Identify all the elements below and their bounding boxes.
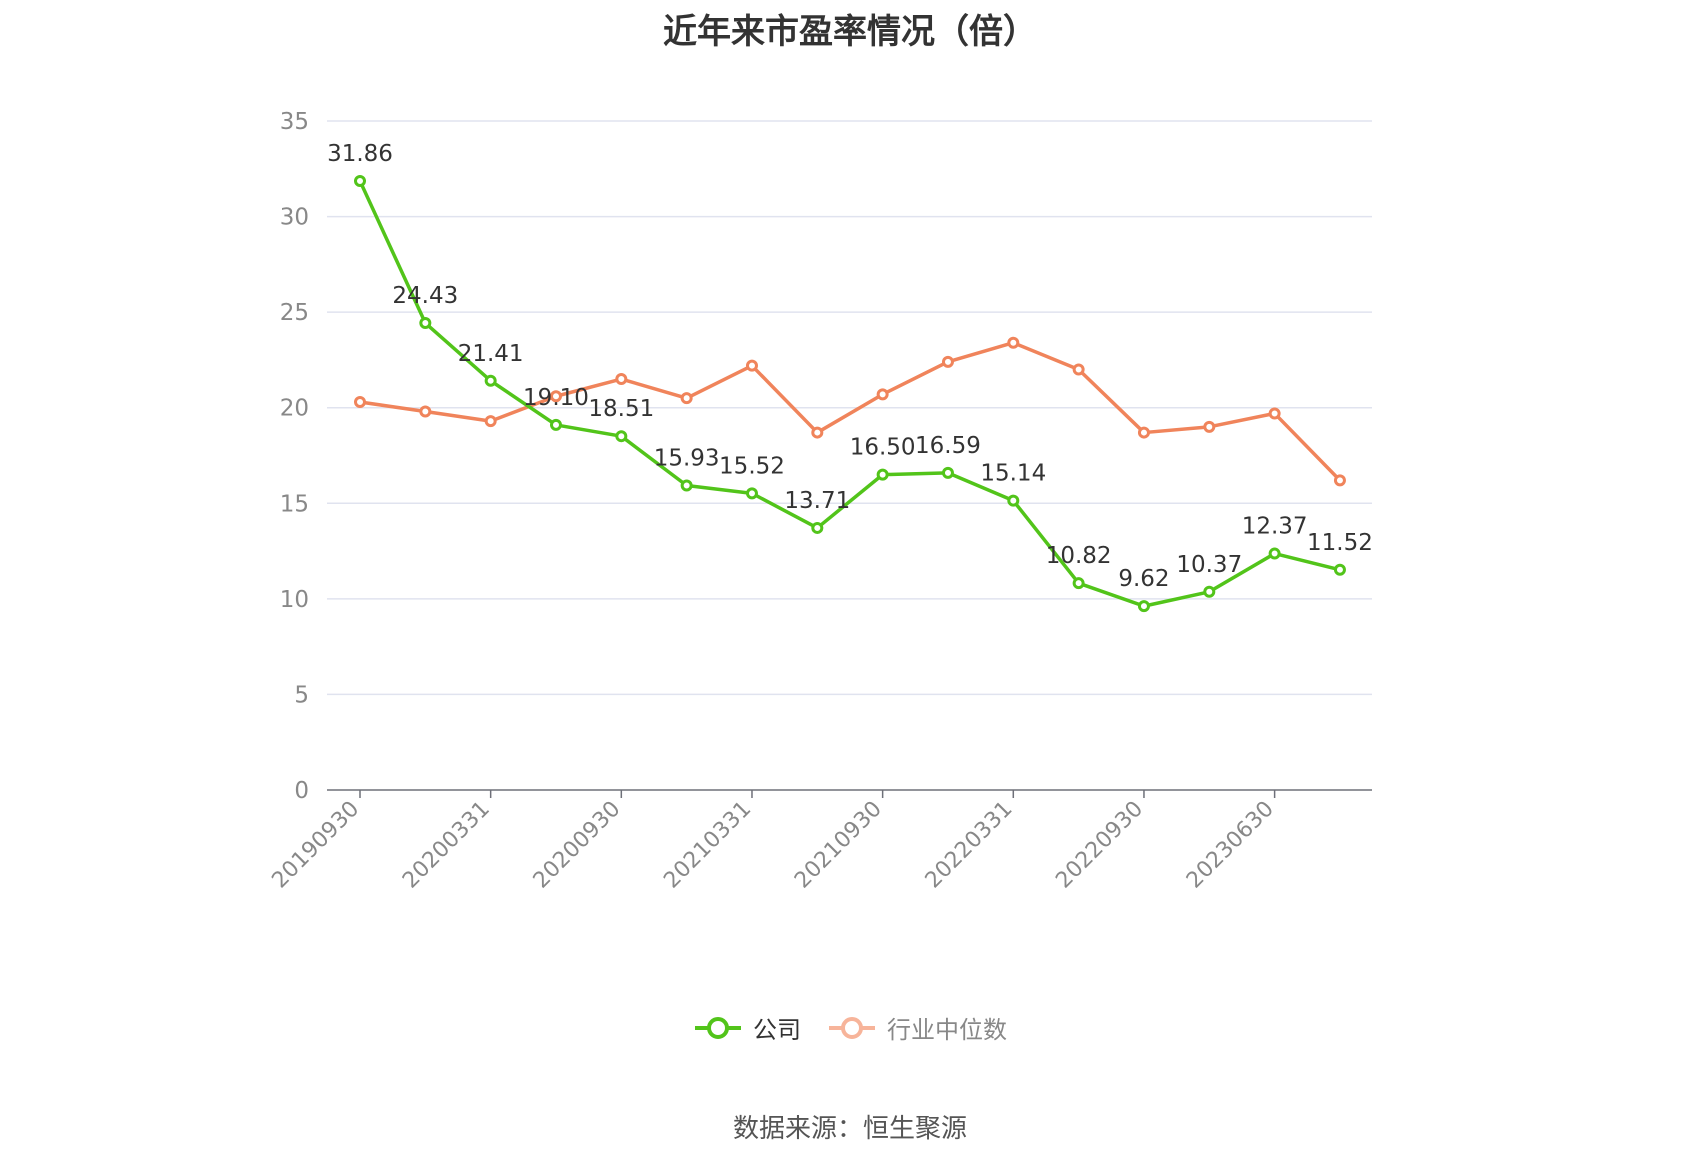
data-point	[615, 430, 628, 443]
data-point	[680, 479, 693, 492]
y-tick-label: 15	[280, 491, 309, 517]
data-point	[549, 418, 562, 431]
data-label: 12.37	[1242, 514, 1308, 540]
data-label: 16.59	[915, 433, 981, 459]
x-tick-label: 20210930	[790, 797, 887, 894]
data-point	[419, 317, 432, 330]
data-label: 24.43	[392, 283, 458, 309]
y-tick-label: 35	[280, 109, 309, 135]
legend-line-marker-icon	[829, 1016, 875, 1039]
series-line	[358, 180, 1341, 608]
data-point	[1203, 585, 1216, 598]
data-point	[876, 468, 889, 481]
legend-item-company[interactable]: 公司	[693, 1010, 801, 1045]
data-label: 18.51	[588, 396, 654, 422]
legend-item-industry-median[interactable]: 行业中位数	[827, 1010, 1007, 1045]
data-point	[1007, 494, 1020, 507]
data-point	[1333, 474, 1346, 487]
y-tick-label: 10	[280, 587, 309, 613]
data-label: 11.52	[1307, 530, 1373, 556]
data-point	[615, 373, 628, 386]
x-tick-label: 20210331	[659, 797, 756, 894]
data-point	[354, 175, 366, 188]
series-lines	[354, 175, 1346, 613]
data-label: 16.50	[850, 435, 916, 461]
legend-line-marker-icon	[695, 1016, 741, 1039]
data-point	[1268, 547, 1281, 560]
y-tick-label: 20	[280, 396, 309, 422]
data-point	[680, 392, 693, 405]
legend-label-industry-median: 行业中位数	[887, 1016, 1007, 1044]
data-point	[941, 355, 954, 368]
data-label: 15.52	[719, 453, 785, 479]
data-point	[1203, 420, 1216, 433]
data-point	[484, 415, 497, 428]
y-tick-label: 0	[294, 778, 309, 804]
data-label: 15.93	[654, 446, 720, 472]
data-point	[549, 390, 562, 403]
data-point	[1333, 563, 1346, 576]
y-tick-label: 25	[280, 300, 309, 326]
data-point	[745, 487, 758, 500]
x-tick-label: 20220930	[1051, 797, 1148, 894]
x-tick-label: 20200331	[398, 797, 495, 894]
x-tick-label: 20230630	[1182, 797, 1279, 894]
data-point	[1268, 407, 1281, 420]
y-tick-label: 30	[280, 205, 309, 231]
data-point	[876, 388, 889, 401]
data-label: 13.71	[784, 488, 850, 514]
data-label: 15.14	[980, 461, 1046, 487]
data-label: 21.41	[458, 341, 524, 367]
data-point	[419, 405, 432, 418]
legend: 公司 行业中位数	[0, 1010, 1700, 1045]
data-point	[811, 521, 824, 534]
legend-label-company: 公司	[753, 1016, 801, 1044]
data-point	[941, 466, 954, 479]
data-label: 31.86	[327, 141, 393, 167]
data-point	[354, 395, 366, 408]
source-note: 数据来源：恒生聚源	[732, 1114, 967, 1144]
chart-title: 近年来市盈率情况（倍）	[663, 12, 1037, 52]
data-point	[1072, 577, 1085, 590]
data-point	[811, 426, 824, 439]
x-tick-label: 20190930	[267, 797, 364, 894]
grid-lines	[327, 120, 1372, 696]
data-label: 10.37	[1176, 552, 1242, 578]
data-point	[745, 359, 758, 372]
series-line	[359, 340, 1342, 482]
data-label: 19.10	[523, 385, 589, 411]
x-tick-label: 20220331	[921, 797, 1018, 894]
data-point	[1137, 600, 1150, 613]
data-label: 10.82	[1046, 543, 1112, 569]
data-point	[1137, 426, 1150, 439]
data-point	[1007, 336, 1020, 349]
x-tick-label: 20200930	[529, 797, 626, 894]
y-tick-label: 5	[294, 682, 309, 708]
data-label: 9.62	[1118, 566, 1169, 592]
data-point	[484, 374, 497, 387]
data-point	[1072, 363, 1085, 376]
